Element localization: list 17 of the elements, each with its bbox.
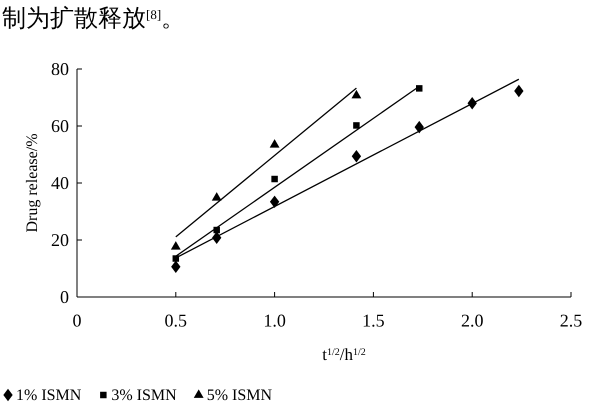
legend-label: 3% ISMN — [111, 387, 178, 404]
y-tick-label: 0 — [60, 286, 69, 307]
x-axis-title: t$^{1/2}$/h$^{1/2}$ — [322, 345, 366, 364]
x-tick-label: 0.5 — [164, 310, 188, 331]
x-tick-label: 2.5 — [560, 310, 582, 331]
y-tick-label: 20 — [51, 230, 69, 250]
legend-label: 1% ISMN — [16, 387, 82, 404]
y-tick-label: 60 — [51, 116, 69, 136]
y-tick-label: 40 — [51, 172, 69, 193]
x-tick-label: 1.5 — [362, 310, 385, 331]
y-axis-title: Drug release/% — [24, 133, 41, 233]
x-tick-label: 0 — [72, 310, 82, 331]
x-tick-label: 2.0 — [460, 310, 484, 331]
legend-label: 5% ISMN — [206, 387, 272, 404]
x-tick-label: 1.0 — [263, 310, 286, 331]
y-tick-label: 80 — [51, 58, 69, 79]
text: 制为扩散释放$^{[8]}$。 — [2, 5, 186, 32]
